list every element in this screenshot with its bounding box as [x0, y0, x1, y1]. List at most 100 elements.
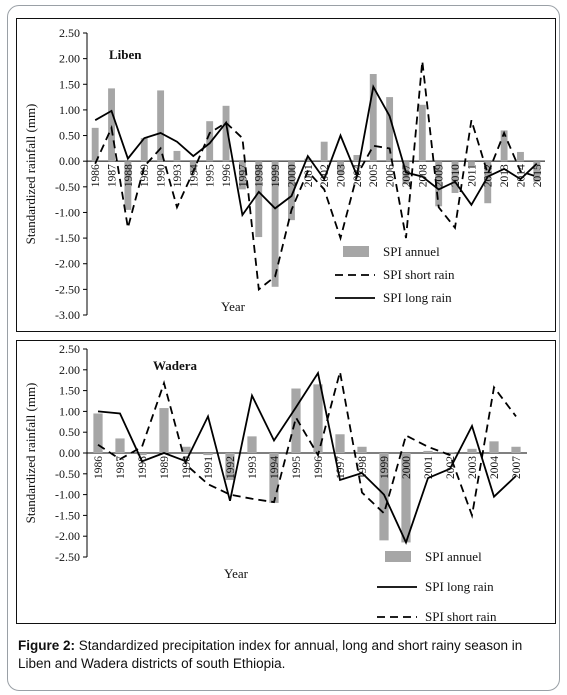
- chart-title: Liben: [109, 47, 142, 62]
- bar-1995: [291, 388, 301, 453]
- y-tick-label: 0.00: [59, 446, 80, 460]
- legend-label: SPI short rain: [425, 609, 497, 624]
- wadera-chart-panel: 2.50 2.00 1.50 1.00 0.50 0.00 -0.50 -1.00 -1.50 -…: [16, 340, 556, 624]
- line-spi-short-rain: [94, 61, 538, 292]
- x-axis-title: Year: [221, 299, 246, 314]
- x-tick-label: 2008: [417, 164, 429, 187]
- x-tick-label: 2006: [385, 164, 397, 187]
- bar-2010: [451, 161, 459, 193]
- y-tick-label: -3.00: [55, 308, 80, 322]
- x-tick-label: 1990: [156, 164, 168, 187]
- x-tick-label: 1995: [291, 456, 303, 479]
- bar-1991: [203, 453, 213, 456]
- bar-1998: [357, 446, 367, 453]
- caption-label: Figure 2:: [18, 638, 76, 653]
- x-tick-label: 1999: [379, 456, 391, 479]
- bar-2002: [445, 452, 455, 453]
- x-tick-label: 2010: [450, 164, 462, 187]
- y-tick-label: -2.50: [55, 550, 80, 564]
- y-tick-label: 1.50: [59, 384, 80, 398]
- y-tick-label: 2.50: [59, 26, 80, 40]
- bar-1988: [124, 161, 132, 210]
- bar-1993: [173, 150, 181, 162]
- liben-chart-panel: 2.50 2.00 1.50 1.00 0.50 0.00 -0.50 -1.00 -1.50 -…: [16, 18, 556, 332]
- bar-2003: [467, 448, 477, 453]
- x-tick-label: 1993: [172, 164, 184, 187]
- x-tick-label: 1998: [357, 456, 369, 479]
- bar-1986: [93, 413, 103, 453]
- bar-2011: [467, 161, 475, 167]
- x-tick-label: 1987: [107, 164, 119, 187]
- y-tick-label: 0.00: [59, 154, 80, 168]
- legend-label: SPI annuel: [425, 549, 482, 564]
- x-tick-label: 2011: [466, 164, 478, 187]
- bar-2013: [500, 130, 508, 162]
- bar-2003: [337, 161, 344, 174]
- caption-text: Standardized precipitation index for ann…: [18, 638, 523, 671]
- legend-label: SPI annuel: [383, 244, 440, 259]
- x-tick-label: 1994: [269, 456, 281, 479]
- x-tick-label: 2004: [352, 164, 364, 187]
- x-tick-label: 2012: [483, 164, 495, 187]
- bar-2014: [517, 151, 524, 162]
- x-tick-label: 2004: [489, 456, 501, 479]
- bar-2015: [533, 161, 541, 182]
- y-tick-label: 2.00: [59, 363, 80, 377]
- x-tick-label: 2007: [511, 456, 523, 479]
- line-spi-long-rain: [97, 370, 517, 545]
- y-axis-title: Standardized rainfall (mm): [23, 104, 38, 245]
- figure-caption: Figure 2: Standardized precipitation ind…: [18, 637, 548, 673]
- x-tick-label: 1998: [137, 456, 149, 479]
- bar-1996: [313, 384, 323, 453]
- wadera-chart-svg: 2.50 2.00 1.50 1.00 0.50 0.00 -0.50 -1.00 -1.50 -…: [23, 342, 527, 624]
- x-tick-label: 1995: [205, 164, 217, 187]
- y-tick-label: 2.00: [59, 52, 80, 66]
- bar-2000: [288, 161, 295, 221]
- x-tick-label: 1997: [237, 164, 249, 187]
- y-tick-label: -2.00: [55, 257, 80, 271]
- bar-1986: [91, 127, 99, 162]
- bar-2004: [353, 155, 361, 162]
- bar-1994: [189, 161, 197, 172]
- y-tick-label: 1.00: [59, 404, 80, 418]
- y-tick-label: -2.50: [55, 282, 80, 296]
- bar-2001: [304, 158, 312, 162]
- bar-2004: [489, 441, 499, 453]
- bar-1990: [157, 90, 165, 162]
- bar-1996: [222, 105, 230, 162]
- bar-2000: [401, 453, 411, 543]
- x-tick-label: 2001: [303, 164, 315, 187]
- bar-1989: [159, 408, 169, 453]
- bar-2005: [369, 74, 377, 162]
- x-tick-label: 2015: [532, 164, 544, 187]
- bar-1998: [255, 161, 263, 238]
- x-tick-label: 2000: [401, 456, 413, 479]
- x-tick-label: 1999: [270, 164, 282, 187]
- y-tick-label: -1.00: [55, 488, 80, 502]
- legend-swatch-spi-annuel: [343, 246, 369, 257]
- line-spi-long-rain: [94, 84, 538, 218]
- bar-2007: [511, 446, 521, 453]
- x-tick-label: 1996: [221, 164, 233, 187]
- bar-2009: [435, 161, 443, 207]
- legend-swatch-spi-annuel: [385, 551, 411, 562]
- bar-1987: [115, 438, 125, 453]
- chart-title: Wadera: [153, 358, 198, 373]
- x-tick-label: 2002: [319, 164, 331, 187]
- legend-label: SPI long rain: [425, 579, 494, 594]
- x-tick-label: 2002: [445, 456, 457, 479]
- x-tick-label: 1992: [225, 456, 237, 479]
- y-tick-label: -1.00: [55, 205, 80, 219]
- y-tick-label: 1.50: [59, 77, 80, 91]
- x-tick-label: 1996: [313, 456, 325, 479]
- bar-1998: [137, 453, 147, 456]
- x-tick-label: 1991: [203, 456, 215, 479]
- x-tick-label: 2003: [336, 164, 348, 187]
- bar-2002: [320, 141, 328, 162]
- x-tick-label: 1986: [93, 456, 105, 479]
- x-tick-label: 2014: [515, 164, 527, 187]
- y-tick-label: 0.50: [59, 129, 80, 143]
- y-tick-label: 1.00: [59, 103, 80, 117]
- x-tick-label: 1989: [159, 456, 171, 479]
- x-tick-label: 1994: [188, 164, 200, 187]
